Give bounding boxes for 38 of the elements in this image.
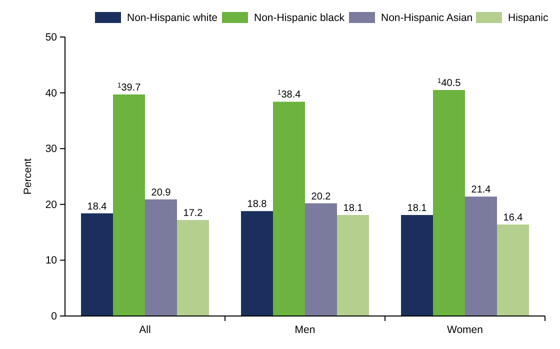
data-label: 20.9 bbox=[151, 187, 172, 198]
x-tick-label: Women bbox=[447, 324, 484, 336]
data-label: 17.2 bbox=[183, 208, 204, 220]
y-axis-title: Percent bbox=[22, 158, 34, 195]
bar bbox=[145, 199, 177, 316]
y-tick-label: 20 bbox=[45, 198, 58, 211]
data-label: 18.8 bbox=[247, 199, 268, 210]
bar bbox=[241, 211, 273, 316]
bar bbox=[305, 203, 337, 316]
y-tick-label: 10 bbox=[45, 254, 58, 267]
bar bbox=[177, 220, 209, 316]
bar bbox=[81, 213, 113, 316]
data-label: $^{1}$38.4 bbox=[277, 89, 302, 101]
x-tick-label: Men bbox=[294, 324, 316, 336]
data-label: 18.1 bbox=[407, 203, 428, 214]
y-tick-label: 30 bbox=[45, 143, 58, 156]
data-label: 21.4 bbox=[471, 184, 492, 196]
data-label: 20.2 bbox=[311, 191, 332, 202]
data-label: $^{1}$40.5 bbox=[437, 78, 462, 90]
data-label: 18.4 bbox=[87, 201, 108, 212]
bar bbox=[113, 94, 145, 316]
data-label: 18.1 bbox=[343, 203, 364, 214]
bar bbox=[401, 215, 433, 316]
y-tick-label: 0 bbox=[51, 310, 58, 322]
data-label: $^{1}$39.7 bbox=[117, 82, 142, 94]
legend-label: Non-Hispanic white bbox=[127, 12, 218, 24]
bar bbox=[465, 196, 497, 316]
y-tick-label: 50 bbox=[45, 32, 58, 44]
x-tick-label: All bbox=[139, 324, 151, 336]
legend-label: Non-Hispanic black bbox=[254, 12, 346, 24]
bar bbox=[273, 102, 305, 316]
bar bbox=[497, 224, 529, 316]
data-label: 16.4 bbox=[503, 212, 524, 224]
y-tick-label: 40 bbox=[45, 87, 58, 100]
legend-label: Hispanic bbox=[508, 12, 548, 24]
legend-label: Non-Hispanic Asian bbox=[381, 12, 473, 24]
bar bbox=[337, 215, 369, 316]
bar bbox=[433, 90, 465, 316]
